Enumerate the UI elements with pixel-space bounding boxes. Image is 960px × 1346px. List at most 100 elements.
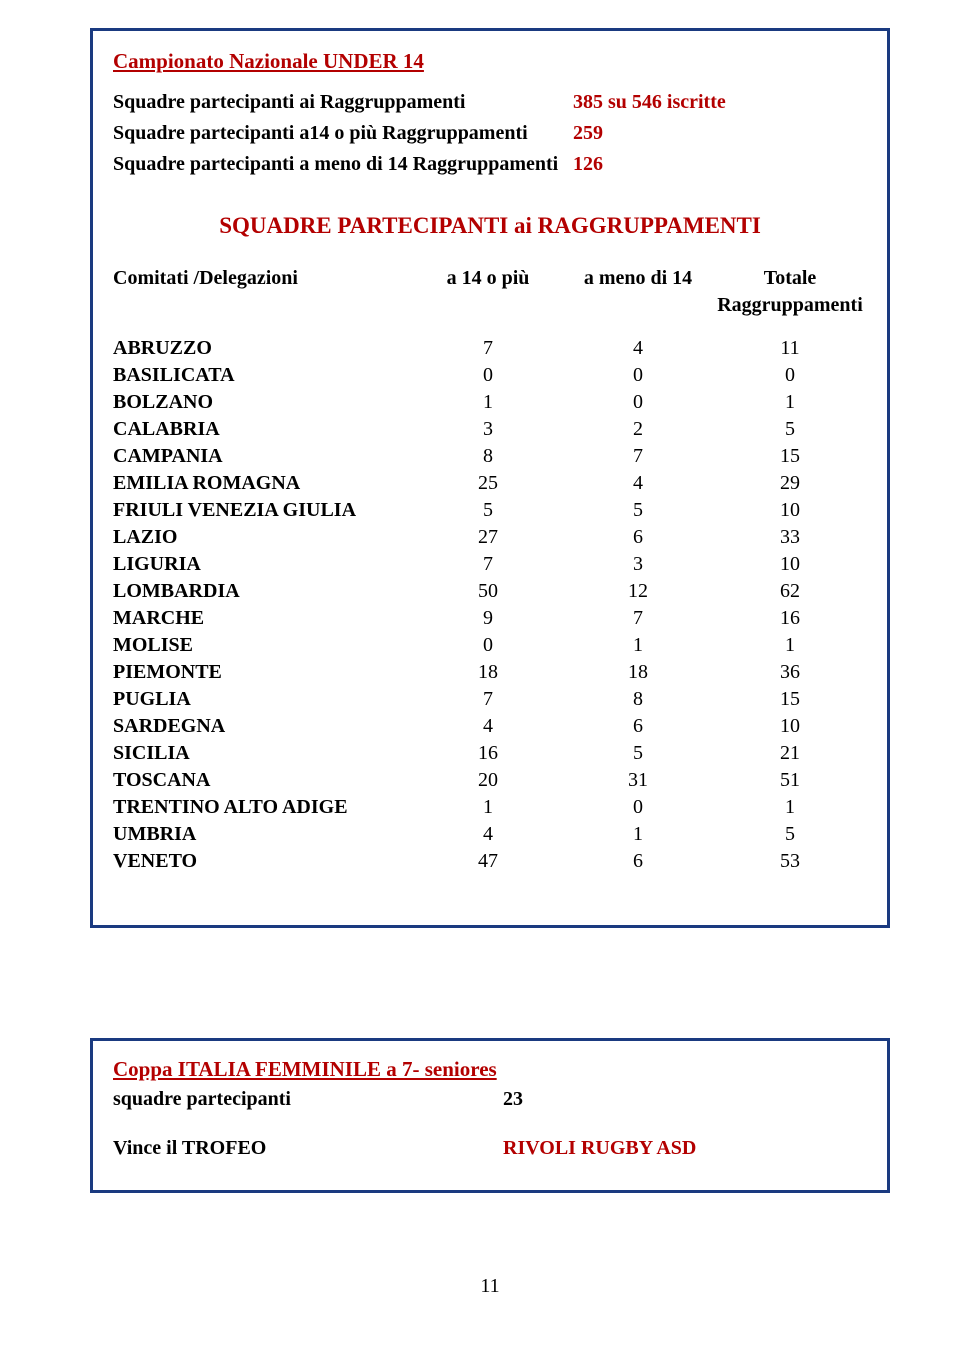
- cell-ameno14: 18: [563, 659, 713, 686]
- table-body: ABRUZZO7411BASILICATA000BOLZANO101CALABR…: [113, 335, 867, 875]
- header-a14piu: a 14 o più: [413, 265, 563, 319]
- table-row: MOLISE011: [113, 632, 867, 659]
- cell-ameno14: 4: [563, 335, 713, 362]
- header-comitati: Comitati /Delegazioni: [113, 265, 413, 319]
- cell-a14piu: 4: [413, 821, 563, 848]
- cell-a14piu: 0: [413, 632, 563, 659]
- u14-title: Campionato Nazionale UNDER 14: [113, 47, 867, 75]
- cell-ameno14: 8: [563, 686, 713, 713]
- cell-region: FRIULI VENEZIA GIULIA: [113, 497, 413, 524]
- page: Campionato Nazionale UNDER 14 Squadre pa…: [0, 0, 960, 1340]
- cell-a14piu: 5: [413, 497, 563, 524]
- cell-totale: 36: [713, 659, 867, 686]
- cell-ameno14: 6: [563, 848, 713, 875]
- cell-a14piu: 20: [413, 767, 563, 794]
- cell-region: MOLISE: [113, 632, 413, 659]
- cell-ameno14: 2: [563, 416, 713, 443]
- coppa-partecipanti-label: squadre partecipanti: [113, 1086, 503, 1113]
- table-row: TOSCANA203151: [113, 767, 867, 794]
- table-row: LIGURIA7310: [113, 551, 867, 578]
- cell-region: ABRUZZO: [113, 335, 413, 362]
- cell-region: LIGURIA: [113, 551, 413, 578]
- cell-totale: 21: [713, 740, 867, 767]
- coppa-title: Coppa ITALIA FEMMINILE a 7- seniores: [113, 1055, 867, 1083]
- cell-ameno14: 1: [563, 632, 713, 659]
- cell-a14piu: 16: [413, 740, 563, 767]
- table-row: BASILICATA000: [113, 362, 867, 389]
- cell-ameno14: 1: [563, 821, 713, 848]
- u14-box: Campionato Nazionale UNDER 14 Squadre pa…: [90, 28, 890, 928]
- cell-ameno14: 12: [563, 578, 713, 605]
- u14-table: Comitati /Delegazioni a 14 o più a meno …: [113, 265, 867, 875]
- header-totale: Totale Raggruppamenti: [713, 265, 867, 319]
- cell-a14piu: 1: [413, 794, 563, 821]
- cell-ameno14: 5: [563, 740, 713, 767]
- cell-ameno14: 3: [563, 551, 713, 578]
- cell-totale: 1: [713, 632, 867, 659]
- cell-totale: 11: [713, 335, 867, 362]
- table-row: LOMBARDIA501262: [113, 578, 867, 605]
- cell-ameno14: 7: [563, 605, 713, 632]
- header-ameno14: a meno di 14: [563, 265, 713, 319]
- table-row: VENETO47653: [113, 848, 867, 875]
- cell-totale: 15: [713, 686, 867, 713]
- cell-totale: 10: [713, 497, 867, 524]
- cell-ameno14: 6: [563, 524, 713, 551]
- cell-totale: 51: [713, 767, 867, 794]
- cell-ameno14: 0: [563, 794, 713, 821]
- cell-region: EMILIA ROMAGNA: [113, 470, 413, 497]
- stat-row: Squadre partecipanti a meno di 14 Raggru…: [113, 151, 867, 178]
- cell-region: LAZIO: [113, 524, 413, 551]
- cell-totale: 53: [713, 848, 867, 875]
- table-row: CALABRIA325: [113, 416, 867, 443]
- table-row: BOLZANO101: [113, 389, 867, 416]
- cell-totale: 10: [713, 713, 867, 740]
- cell-region: BOLZANO: [113, 389, 413, 416]
- cell-region: TRENTINO ALTO ADIGE: [113, 794, 413, 821]
- cell-region: CALABRIA: [113, 416, 413, 443]
- cell-totale: 15: [713, 443, 867, 470]
- table-row: ABRUZZO7411: [113, 335, 867, 362]
- cell-totale: 16: [713, 605, 867, 632]
- page-number: 11: [90, 1273, 890, 1300]
- stat-row: Squadre partecipanti ai Raggruppamenti38…: [113, 89, 867, 116]
- cell-region: VENETO: [113, 848, 413, 875]
- cell-totale: 0: [713, 362, 867, 389]
- u14-subtitle: SQUADRE PARTECIPANTI ai RAGGRUPPAMENTI: [113, 210, 867, 241]
- cell-a14piu: 3: [413, 416, 563, 443]
- table-row: EMILIA ROMAGNA25429: [113, 470, 867, 497]
- cell-a14piu: 7: [413, 551, 563, 578]
- cell-region: PUGLIA: [113, 686, 413, 713]
- table-row: TRENTINO ALTO ADIGE101: [113, 794, 867, 821]
- cell-ameno14: 7: [563, 443, 713, 470]
- coppa-vince-label: Vince il TROFEO: [113, 1135, 503, 1162]
- coppa-row-vince: Vince il TROFEO RIVOLI RUGBY ASD: [113, 1135, 867, 1162]
- table-row: SICILIA16521: [113, 740, 867, 767]
- cell-a14piu: 8: [413, 443, 563, 470]
- coppa-row-partecipanti: squadre partecipanti 23: [113, 1086, 867, 1113]
- table-row: FRIULI VENEZIA GIULIA5510: [113, 497, 867, 524]
- table-row: MARCHE9716: [113, 605, 867, 632]
- cell-region: TOSCANA: [113, 767, 413, 794]
- coppa-box: Coppa ITALIA FEMMINILE a 7- seniores squ…: [90, 1038, 890, 1192]
- cell-region: PIEMONTE: [113, 659, 413, 686]
- cell-region: CAMPANIA: [113, 443, 413, 470]
- stat-row: Squadre partecipanti a14 o più Raggruppa…: [113, 120, 867, 147]
- stat-label: Squadre partecipanti a14 o più Raggruppa…: [113, 120, 573, 147]
- cell-region: SICILIA: [113, 740, 413, 767]
- cell-a14piu: 25: [413, 470, 563, 497]
- cell-region: BASILICATA: [113, 362, 413, 389]
- u14-stats: Squadre partecipanti ai Raggruppamenti38…: [113, 89, 867, 178]
- cell-a14piu: 7: [413, 686, 563, 713]
- stat-label: Squadre partecipanti a meno di 14 Raggru…: [113, 151, 573, 178]
- stat-label: Squadre partecipanti ai Raggruppamenti: [113, 89, 573, 116]
- cell-totale: 1: [713, 389, 867, 416]
- cell-ameno14: 4: [563, 470, 713, 497]
- cell-totale: 5: [713, 416, 867, 443]
- cell-ameno14: 5: [563, 497, 713, 524]
- cell-ameno14: 0: [563, 389, 713, 416]
- cell-a14piu: 50: [413, 578, 563, 605]
- cell-region: MARCHE: [113, 605, 413, 632]
- cell-a14piu: 27: [413, 524, 563, 551]
- cell-a14piu: 1: [413, 389, 563, 416]
